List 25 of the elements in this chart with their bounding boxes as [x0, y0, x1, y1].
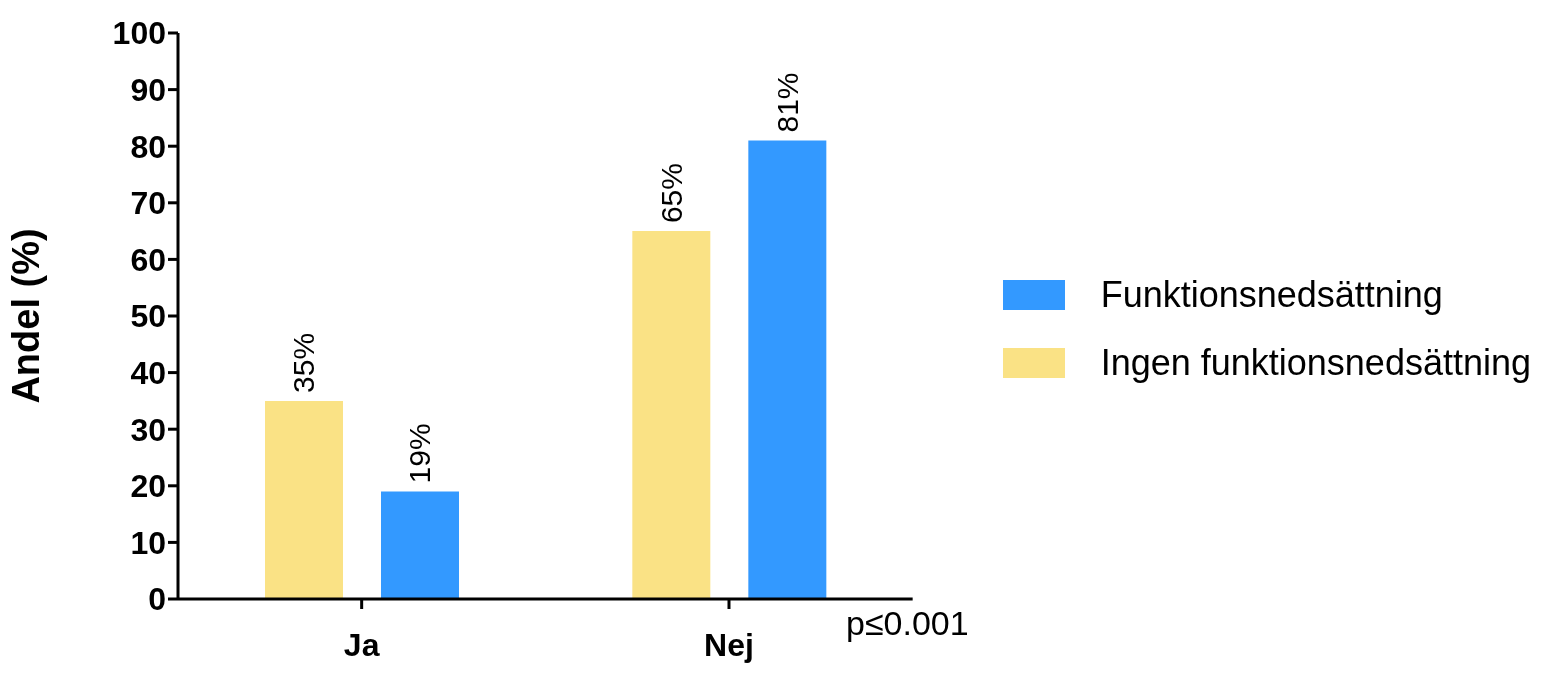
y-tick-label: 50 — [130, 298, 166, 335]
legend-label: Ingen funktionsnedsättning — [1100, 341, 1531, 384]
y-tick-label: 70 — [130, 185, 166, 222]
bar — [748, 140, 827, 599]
data-label: 35% — [287, 332, 321, 393]
data-label: 65% — [654, 163, 688, 224]
text: p≤0.001 — [846, 604, 969, 643]
y-tick-label: 60 — [130, 241, 166, 278]
bar — [265, 400, 343, 599]
y-axis-title: Andel (%) — [5, 228, 48, 404]
bar — [381, 491, 459, 599]
y-tick-label: 80 — [130, 128, 166, 165]
y-tick-label: 30 — [130, 411, 166, 448]
x-tick-label: Ja — [343, 626, 380, 663]
bar — [632, 231, 711, 599]
y-tick-label: 10 — [130, 524, 166, 561]
data-label: 81% — [770, 72, 804, 133]
y-tick-label: 0 — [148, 581, 166, 618]
x-tick-label: Nej — [704, 626, 754, 663]
y-tick-label: 90 — [130, 71, 166, 108]
y-tick-label: 20 — [130, 468, 166, 505]
y-tick-label: 100 — [112, 15, 166, 52]
data-label: 19% — [403, 423, 437, 484]
legend-label: Funktionsnedsättning — [1100, 273, 1443, 316]
y-tick-label: 40 — [130, 354, 166, 391]
